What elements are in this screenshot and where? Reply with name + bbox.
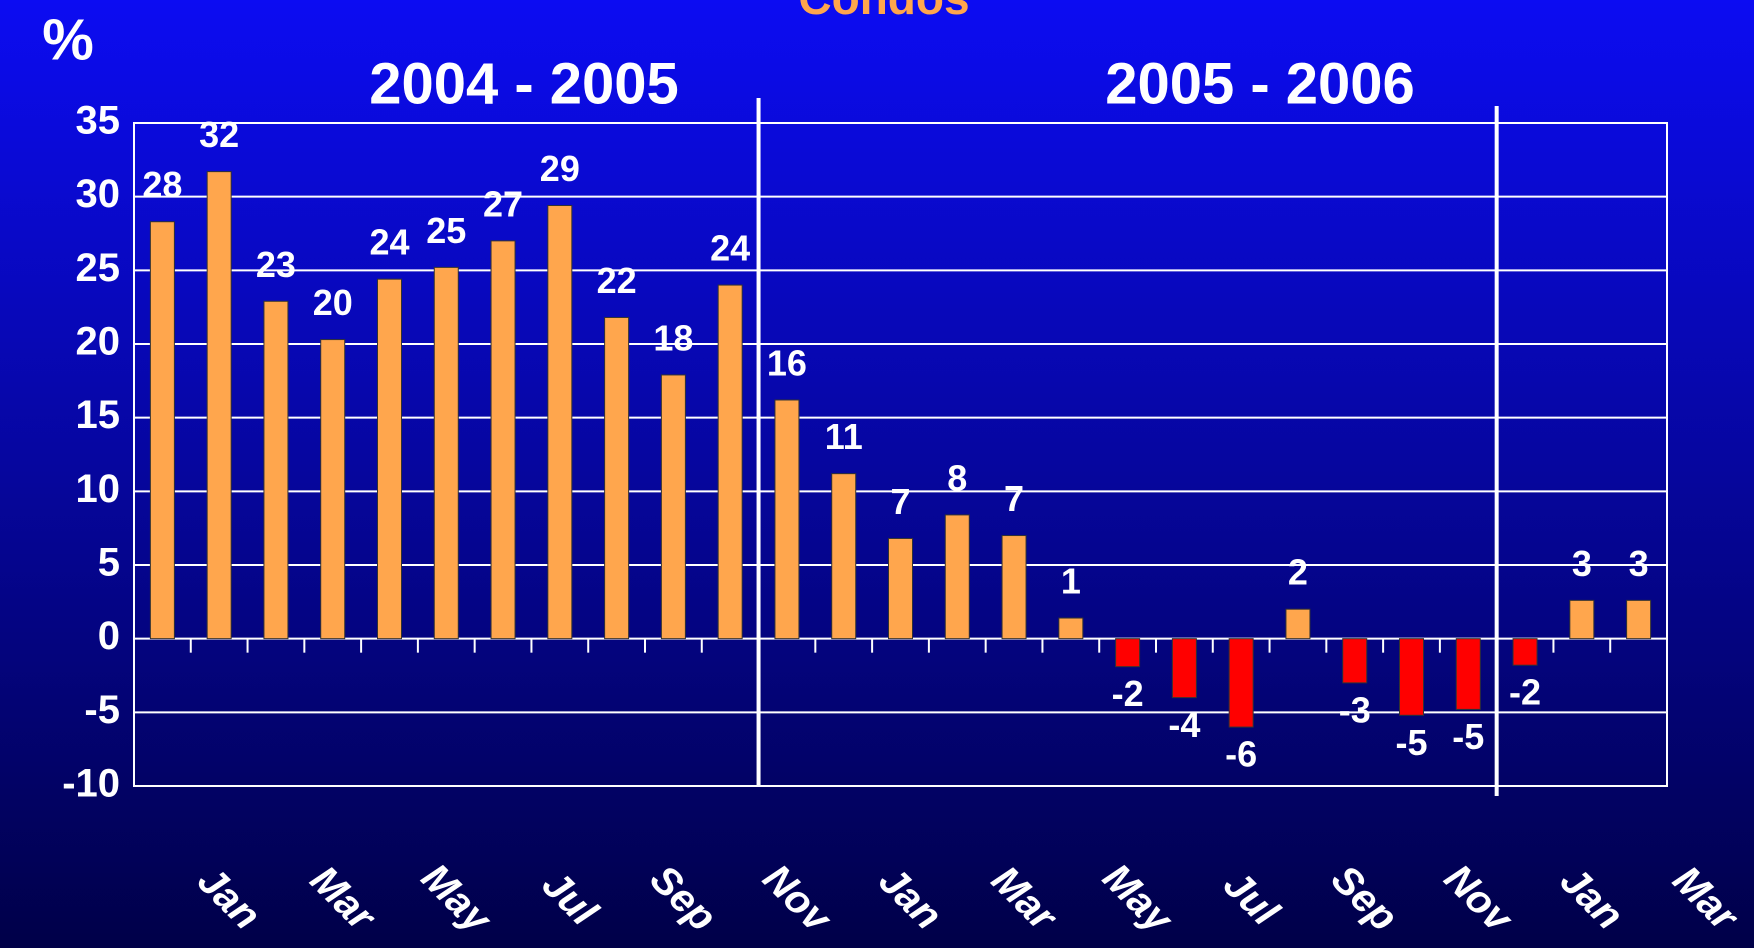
data-label: 8 [947, 457, 967, 498]
y-axis-label: % [42, 7, 94, 72]
x-tick-label: May [1094, 855, 1181, 942]
bar [944, 514, 970, 640]
bar [377, 278, 402, 640]
bar [660, 374, 686, 640]
data-label: -3 [1339, 689, 1371, 730]
y-tick-label: 25 [76, 246, 121, 290]
x-tick-label: Mar [1664, 858, 1747, 941]
bar [1569, 599, 1595, 640]
bar [433, 266, 459, 640]
bar [263, 300, 289, 640]
bar [888, 537, 913, 640]
data-label: 18 [653, 317, 693, 358]
data-label: -2 [1112, 673, 1144, 714]
y-tick-label: 10 [76, 467, 121, 511]
data-label: -4 [1168, 704, 1200, 745]
period-label: 2005 - 2006 [1105, 51, 1415, 116]
data-label: 1 [1061, 561, 1081, 602]
bar [1228, 638, 1254, 728]
data-label: 11 [825, 416, 863, 457]
data-label: 24 [710, 228, 750, 269]
bar [774, 399, 800, 640]
x-tick-label: Jan [1552, 858, 1632, 938]
data-label: 3 [1629, 543, 1649, 584]
bar [1342, 638, 1368, 684]
data-label: 7 [890, 481, 910, 522]
data-label: -5 [1395, 722, 1427, 763]
data-label: -5 [1452, 716, 1484, 757]
bar [831, 473, 857, 640]
x-tick-label: Jan [189, 858, 269, 938]
x-tick-label: Mar [983, 858, 1066, 941]
y-tick-label: 5 [98, 541, 120, 585]
data-label: -2 [1509, 672, 1541, 713]
x-tick-label: May [413, 855, 500, 942]
data-label: 7 [1004, 478, 1024, 519]
bar [490, 240, 516, 640]
bar [320, 339, 346, 640]
x-tick-label: Nov [1436, 856, 1522, 942]
x-tick-label: Jul [1215, 862, 1288, 935]
bar [1626, 599, 1652, 640]
bar [547, 205, 573, 640]
x-tick-label: Sep [642, 857, 725, 940]
bar [1058, 617, 1084, 640]
data-label: 22 [597, 260, 637, 301]
data-label: 27 [483, 183, 523, 224]
bar [1171, 638, 1197, 699]
bar [206, 171, 232, 640]
data-label: 24 [369, 222, 409, 263]
data-label: -6 [1225, 734, 1257, 775]
bar [149, 221, 175, 640]
data-label: 25 [426, 210, 466, 251]
data-label: 28 [142, 164, 182, 205]
bar [1001, 535, 1027, 640]
x-tick-label: Sep [1323, 857, 1406, 940]
y-tick-label: 15 [76, 393, 121, 437]
y-tick-label: 20 [76, 320, 121, 364]
bar [1115, 638, 1141, 668]
data-label: 32 [199, 114, 239, 155]
x-tick-label: Mar [302, 858, 385, 941]
y-tick-label: -5 [84, 688, 120, 732]
data-label: 20 [313, 282, 353, 323]
data-label: 3 [1572, 543, 1592, 584]
plot-frame [133, 122, 1668, 787]
y-tick-label: 30 [76, 172, 121, 216]
bar [717, 284, 743, 640]
y-tick-label: 0 [98, 614, 120, 658]
x-tick-label: Nov [754, 856, 840, 942]
data-label: 29 [540, 148, 580, 189]
bar [604, 316, 630, 640]
bar [1399, 638, 1424, 716]
x-tick-label: Jul [534, 862, 607, 935]
chart-title: Condos [798, 0, 969, 24]
period-label: 2004 - 2005 [369, 51, 679, 116]
data-label: 16 [767, 343, 807, 384]
bar [1455, 638, 1481, 710]
bar [1512, 638, 1538, 666]
data-label: 2 [1288, 552, 1308, 593]
y-tick-label: -10 [62, 762, 120, 806]
x-tick-label: Jan [870, 858, 950, 938]
data-label: 23 [256, 244, 296, 285]
bar [1285, 608, 1311, 640]
y-tick-label: 35 [76, 99, 121, 143]
